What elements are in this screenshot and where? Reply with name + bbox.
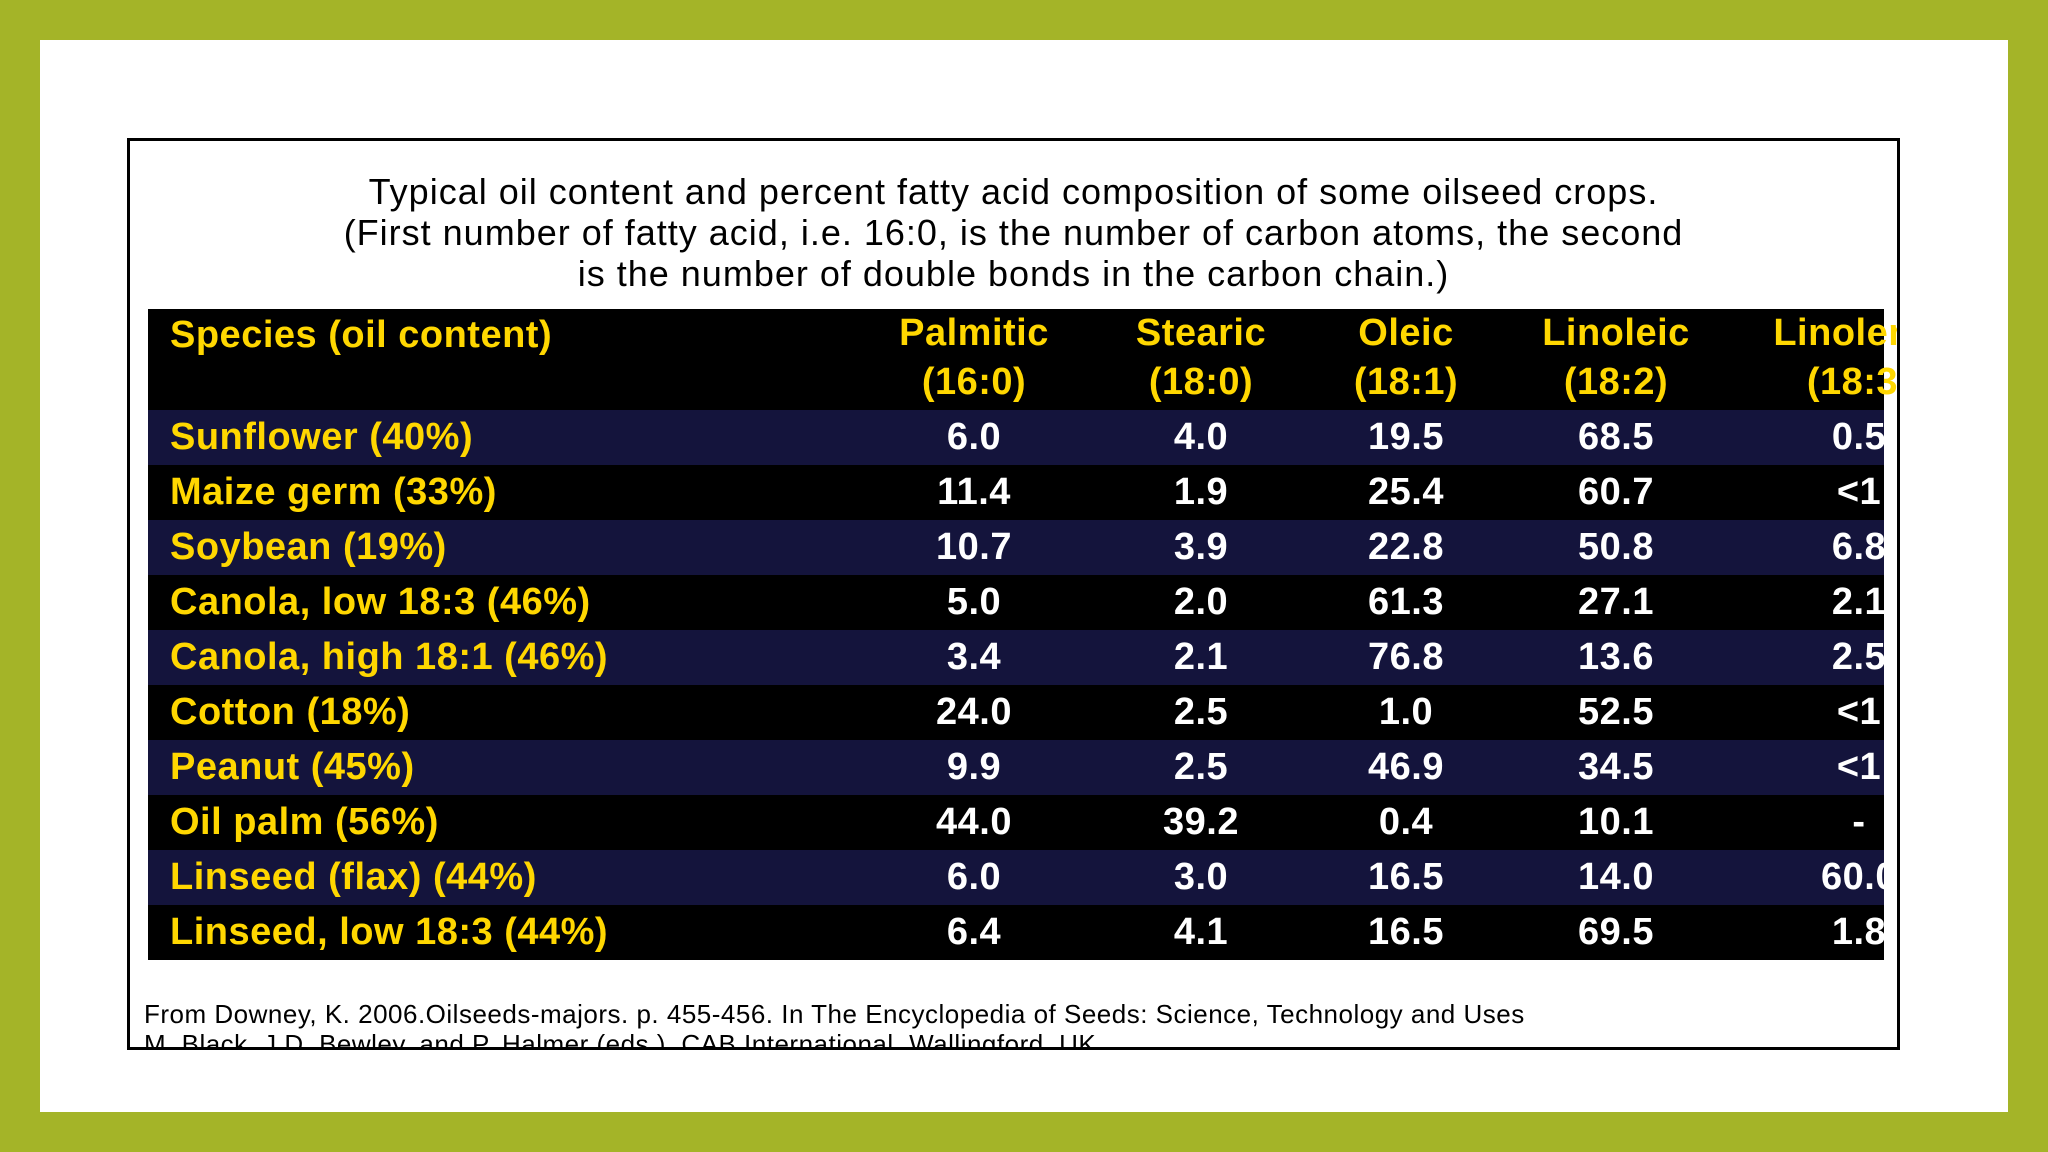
row-value-oleic: 76.8 bbox=[1368, 636, 1444, 678]
row-value-linolenic: <1 bbox=[1836, 471, 1882, 513]
row-value-palmitic: 9.9 bbox=[946, 746, 1002, 788]
header-palmitic: Palmitic (16:0) bbox=[899, 312, 1049, 403]
row-value-stearic: 2.5 bbox=[1173, 746, 1229, 788]
row-species: Maize germ (33%) bbox=[170, 471, 497, 513]
row-value-linoleic: 60.7 bbox=[1578, 471, 1654, 513]
row-value-linolenic: 60.0 bbox=[1821, 856, 1897, 898]
row-value-linoleic: 10.1 bbox=[1578, 801, 1654, 843]
row-species: Canola, low 18:3 (46%) bbox=[170, 581, 591, 623]
row-value-stearic: 2.5 bbox=[1173, 691, 1229, 733]
table-header: Species (oil content) Palmitic (16:0) Ste… bbox=[148, 309, 1897, 409]
row-value-palmitic: 24.0 bbox=[936, 691, 1012, 733]
row-species: Sunflower (40%) bbox=[170, 416, 474, 458]
source-line-1: From Downey, K. 2006.Oilseeds-majors. p.… bbox=[144, 999, 1525, 1029]
row-value-stearic: 39.2 bbox=[1163, 801, 1239, 843]
row-value-oleic: 61.3 bbox=[1368, 581, 1444, 623]
row-species: Linseed, low 18:3 (44%) bbox=[170, 911, 609, 953]
row-value-linoleic: 52.5 bbox=[1578, 691, 1654, 733]
row-value-linolenic: 2.5 bbox=[1831, 636, 1887, 678]
row-value-linolenic: 6.8 bbox=[1831, 526, 1887, 568]
row-species: Cotton (18%) bbox=[170, 691, 411, 733]
row-value-palmitic: 44.0 bbox=[936, 801, 1012, 843]
header-stearic: Stearic (18:0) bbox=[1135, 312, 1267, 403]
table-row: Oil palm (56%) 44.0 39.2 0.4 10.1 - bbox=[148, 795, 1884, 850]
table-row: Maize germ (33%) 11.4 1.9 25.4 60.7 <1 bbox=[148, 465, 1884, 520]
table-row: Cotton (18%) 24.0 2.5 1.0 52.5 <1 bbox=[148, 685, 1884, 740]
row-value-linoleic: 13.6 bbox=[1578, 636, 1654, 678]
row-value-palmitic: 11.4 bbox=[937, 471, 1011, 513]
row-value-linoleic: 34.5 bbox=[1578, 746, 1654, 788]
row-value-oleic: 16.5 bbox=[1368, 911, 1444, 953]
row-value-oleic: 19.5 bbox=[1368, 416, 1444, 458]
figure-panel: Typical oil content and percent fatty ac… bbox=[127, 138, 1900, 1050]
table-row: Canola, high 18:1 (46%) 3.4 2.1 76.8 13.… bbox=[148, 630, 1886, 685]
row-value-stearic: 3.9 bbox=[1173, 526, 1229, 568]
caption-line-2: (First number of fatty acid, i.e. 16:0, … bbox=[343, 212, 1684, 253]
caption-line-1: Typical oil content and percent fatty ac… bbox=[368, 171, 1659, 212]
row-value-stearic: 4.1 bbox=[1173, 911, 1229, 953]
header-species: Species (oil content) bbox=[170, 314, 553, 356]
figure-caption: Typical oil content and percent fatty ac… bbox=[130, 171, 1897, 294]
row-value-oleic: 1.0 bbox=[1378, 691, 1434, 733]
row-value-palmitic: 10.7 bbox=[936, 526, 1012, 568]
table-row: Canola, low 18:3 (46%) 5.0 2.0 61.3 27.1… bbox=[148, 575, 1886, 630]
row-value-palmitic: 5.0 bbox=[946, 581, 1002, 623]
row-value-stearic: 2.1 bbox=[1173, 636, 1229, 678]
row-value-oleic: 25.4 bbox=[1368, 471, 1444, 513]
row-value-stearic: 1.9 bbox=[1173, 471, 1229, 513]
row-value-linoleic: 69.5 bbox=[1578, 911, 1654, 953]
row-value-stearic: 3.0 bbox=[1173, 856, 1229, 898]
table-row: Sunflower (40%) 6.0 4.0 19.5 68.5 0.5 bbox=[148, 410, 1886, 465]
row-value-linolenic: <1 bbox=[1836, 691, 1882, 733]
row-value-linolenic: - bbox=[1852, 801, 1866, 843]
table-row: Linseed (flax) (44%) 6.0 3.0 16.5 14.0 6… bbox=[148, 850, 1896, 905]
header-linoleic: Linoleic (18:2) bbox=[1542, 312, 1690, 403]
row-species: Peanut (45%) bbox=[170, 746, 415, 788]
row-value-linoleic: 14.0 bbox=[1578, 856, 1654, 898]
table-row: Linseed, low 18:3 (44%) 6.4 4.1 16.5 69.… bbox=[148, 905, 1886, 960]
slide: Typical oil content and percent fatty ac… bbox=[40, 40, 2008, 1112]
row-value-linolenic: 1.8 bbox=[1831, 911, 1887, 953]
row-value-stearic: 2.0 bbox=[1173, 581, 1229, 623]
row-value-palmitic: 6.0 bbox=[946, 856, 1002, 898]
row-value-stearic: 4.0 bbox=[1173, 416, 1229, 458]
row-value-palmitic: 3.4 bbox=[946, 636, 1002, 678]
row-value-linolenic: 2.1 bbox=[1831, 581, 1887, 623]
row-species: Linseed (flax) (44%) bbox=[170, 856, 537, 898]
row-value-palmitic: 6.4 bbox=[946, 911, 1002, 953]
row-value-oleic: 22.8 bbox=[1368, 526, 1444, 568]
table-row: Soybean (19%) 10.7 3.9 22.8 50.8 6.8 bbox=[148, 520, 1886, 575]
row-value-oleic: 0.4 bbox=[1378, 801, 1434, 843]
fatty-acid-table: Species (oil content) Palmitic (16:0) Ste… bbox=[148, 309, 1897, 960]
row-value-linolenic: 0.5 bbox=[1831, 416, 1887, 458]
row-species: Soybean (19%) bbox=[170, 526, 447, 568]
row-species: Canola, high 18:1 (46%) bbox=[170, 636, 609, 678]
row-value-palmitic: 6.0 bbox=[946, 416, 1002, 458]
row-value-linolenic: <1 bbox=[1836, 746, 1882, 788]
row-value-oleic: 16.5 bbox=[1368, 856, 1444, 898]
header-linolenic: Linolenic(18:3) bbox=[1773, 312, 1899, 403]
caption-line-3: is the number of double bonds in the car… bbox=[577, 253, 1450, 294]
header-oleic: Oleic (18:1) bbox=[1353, 312, 1459, 403]
row-value-linoleic: 50.8 bbox=[1578, 526, 1654, 568]
row-value-oleic: 46.9 bbox=[1368, 746, 1444, 788]
row-value-linoleic: 68.5 bbox=[1578, 416, 1654, 458]
row-species: Oil palm (56%) bbox=[170, 801, 439, 843]
table-row: Peanut (45%) 9.9 2.5 46.9 34.5 <1 bbox=[148, 740, 1884, 795]
source-line-2: M. Black, J.D. Bewley, and P. Halmer (ed… bbox=[144, 1029, 1104, 1050]
source-citation: From Downey, K. 2006.Oilseeds-majors. p.… bbox=[144, 999, 1525, 1050]
row-value-linoleic: 27.1 bbox=[1578, 581, 1654, 623]
